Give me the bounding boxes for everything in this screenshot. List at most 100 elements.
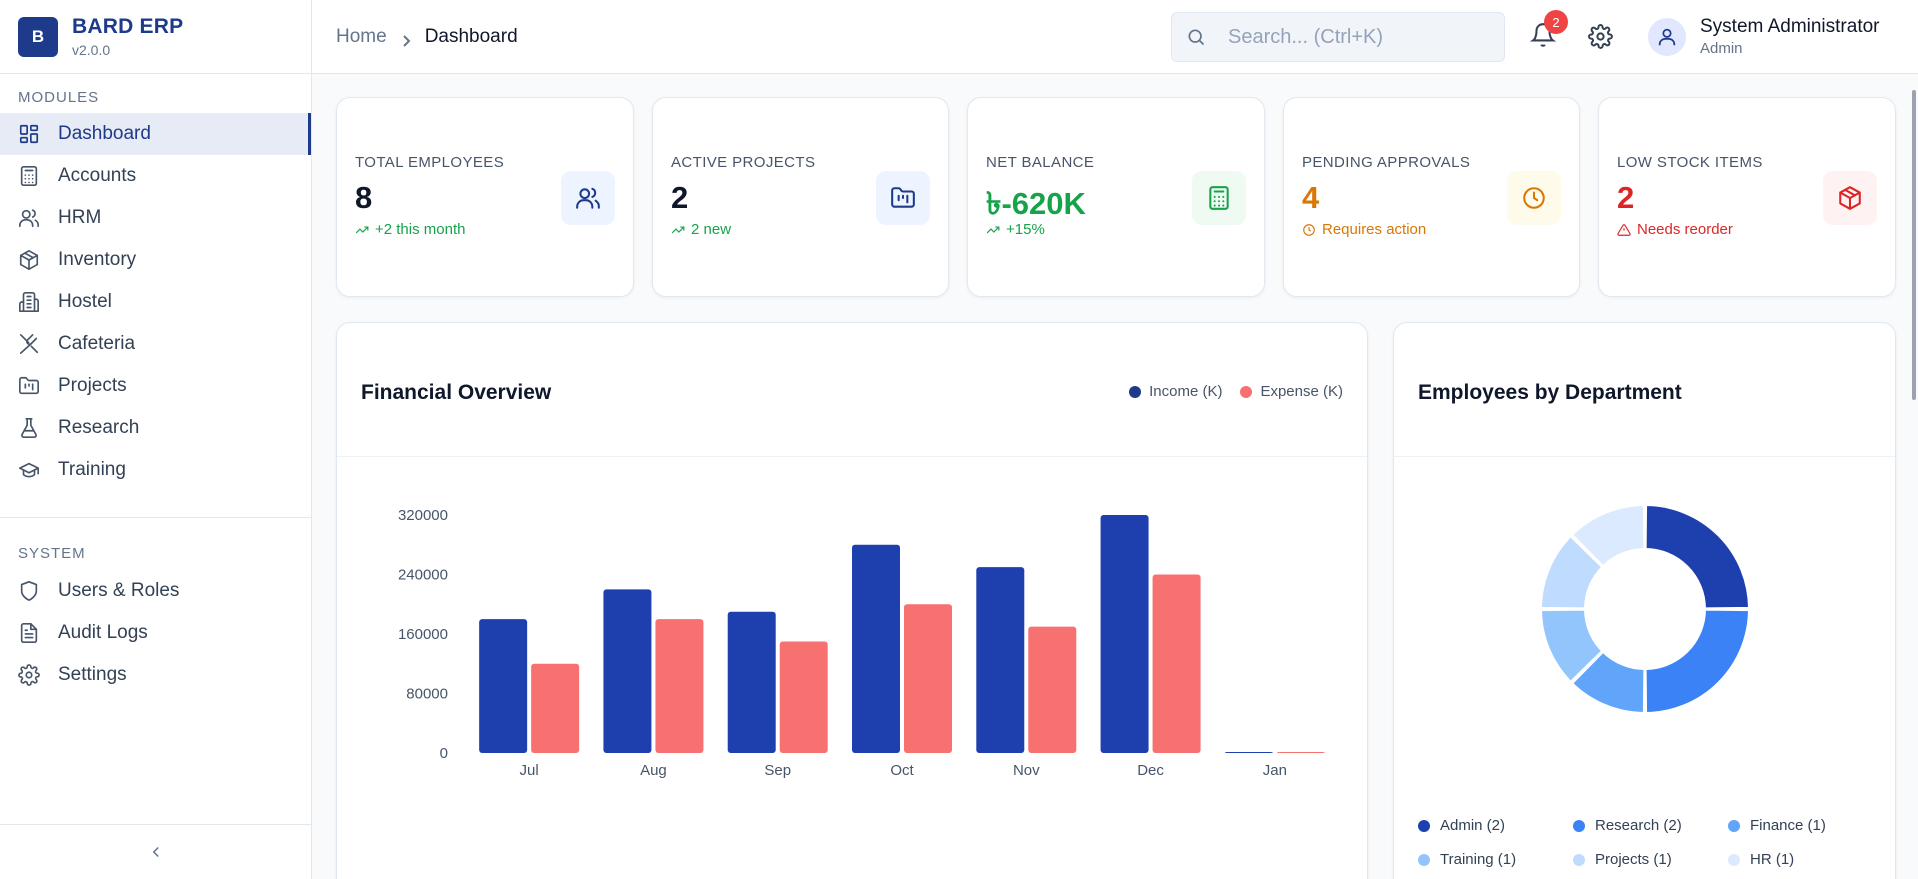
brand: B BARD ERP v2.0.0 xyxy=(0,0,311,74)
stat-sub: +2 this month xyxy=(355,221,465,238)
breadcrumb-home-link[interactable]: Home xyxy=(336,26,387,47)
scrollbar-thumb[interactable] xyxy=(1912,90,1916,400)
sidebar-item-dashboard[interactable]: Dashboard xyxy=(0,113,311,155)
stat-sub: +15% xyxy=(986,221,1045,238)
modules-section-title: MODULES xyxy=(18,89,100,106)
bar-income[interactable] xyxy=(727,611,776,753)
donut-slice[interactable] xyxy=(1644,503,1751,610)
legend-item[interactable]: Projects (1) xyxy=(1573,851,1672,868)
legend-item[interactable]: Research (2) xyxy=(1573,817,1682,834)
donut-slice[interactable] xyxy=(1539,608,1604,684)
top-header: Home Dashboard 2 System Administrator Ad… xyxy=(312,0,1918,74)
donut-slice[interactable] xyxy=(1570,650,1646,715)
shield-icon xyxy=(18,580,40,602)
bar-income[interactable] xyxy=(603,589,652,753)
legend-item[interactable]: Finance (1) xyxy=(1728,817,1826,834)
donut-slice[interactable] xyxy=(1570,503,1646,568)
stat-label: TOTAL EMPLOYEES xyxy=(355,154,505,171)
sidebar-item-label: Accounts xyxy=(58,165,137,186)
stat-icon-box xyxy=(1507,171,1561,225)
stat-sub: Requires action xyxy=(1302,221,1426,238)
stat-card-low-stock-items: LOW STOCK ITEMS 2 Needs reorder xyxy=(1598,97,1896,297)
x-tick-label: Dec xyxy=(1137,762,1164,779)
collapse-sidebar-button[interactable] xyxy=(145,841,167,863)
legend-label: Research (2) xyxy=(1595,817,1682,834)
legend-item-income[interactable]: Income (K) xyxy=(1129,383,1222,400)
settings-button[interactable] xyxy=(1588,24,1614,50)
gear-icon xyxy=(18,664,40,686)
panel-title: Employees by Department xyxy=(1418,381,1682,404)
graduation-cap-icon xyxy=(18,459,40,481)
building-icon xyxy=(18,291,40,313)
legend-item[interactable]: HR (1) xyxy=(1728,851,1794,868)
search-box[interactable] xyxy=(1171,12,1505,62)
sidebar: B BARD ERP v2.0.0 MODULES Dashboard Acco… xyxy=(0,0,312,879)
sidebar-item-training[interactable]: Training xyxy=(0,449,311,491)
panel-title: Financial Overview xyxy=(361,381,552,404)
sidebar-item-cafeteria[interactable]: Cafeteria xyxy=(0,323,311,365)
sidebar-item-label: Dashboard xyxy=(58,123,151,144)
legend-dot xyxy=(1573,853,1585,866)
brand-logo[interactable]: B xyxy=(18,16,58,57)
bar-expense[interactable] xyxy=(655,619,704,753)
donut-slice[interactable] xyxy=(1644,608,1751,715)
flask-icon xyxy=(18,417,40,439)
stat-card-pending-approvals: PENDING APPROVALS 4 Requires action xyxy=(1283,97,1580,297)
bar-income[interactable] xyxy=(852,544,900,753)
alert-triangle-icon xyxy=(1617,223,1631,236)
sidebar-item-inventory[interactable]: Inventory xyxy=(0,239,311,281)
sidebar-item-hrm[interactable]: HRM xyxy=(0,197,311,239)
stat-sub-text: Needs reorder xyxy=(1637,221,1733,238)
bar-income[interactable] xyxy=(1100,515,1149,753)
legend-item[interactable]: Admin (2) xyxy=(1418,817,1505,834)
bar-expense[interactable] xyxy=(1152,574,1201,754)
legend-label: Projects (1) xyxy=(1595,851,1672,868)
system-section-title: SYSTEM xyxy=(18,545,86,562)
bar-expense[interactable] xyxy=(779,641,828,753)
y-tick-label: 320000 xyxy=(398,507,448,524)
user-name: System Administrator xyxy=(1700,16,1880,37)
legend-item-expense[interactable]: Expense (K) xyxy=(1240,383,1343,400)
panel-divider xyxy=(337,456,1367,457)
sidebar-item-users-roles[interactable]: Users & Roles xyxy=(0,570,311,612)
sidebar-item-label: Projects xyxy=(58,375,127,396)
brand-name: BARD ERP xyxy=(72,15,184,38)
bar-expense[interactable] xyxy=(1276,752,1325,753)
stat-sub: 2 new xyxy=(671,221,731,238)
clock-icon xyxy=(1303,223,1315,236)
sidebar-item-accounts[interactable]: Accounts xyxy=(0,155,311,197)
bar-expense[interactable] xyxy=(904,604,952,753)
bar-income[interactable] xyxy=(1224,752,1273,753)
folder-kanban-icon xyxy=(891,187,915,208)
legend-label: Training (1) xyxy=(1440,851,1517,868)
y-tick-label: 80000 xyxy=(406,686,448,703)
stat-icon-box xyxy=(1192,171,1246,225)
user-role: Admin xyxy=(1700,40,1743,57)
stat-label: PENDING APPROVALS xyxy=(1302,154,1471,171)
sidebar-item-audit-logs[interactable]: Audit Logs xyxy=(0,612,311,654)
sidebar-item-research[interactable]: Research xyxy=(0,407,311,449)
search-input[interactable] xyxy=(1228,25,1498,49)
sidebar-item-label: Research xyxy=(58,417,140,438)
chevron-left-icon xyxy=(152,846,159,858)
x-tick-label: Oct xyxy=(890,762,914,779)
bar-expense[interactable] xyxy=(1028,626,1077,753)
sidebar-item-hostel[interactable]: Hostel xyxy=(0,281,311,323)
x-tick-label: Nov xyxy=(1013,762,1040,779)
avatar xyxy=(1648,17,1686,56)
sidebar-item-projects[interactable]: Projects xyxy=(0,365,311,407)
breadcrumb-current: Dashboard xyxy=(424,26,518,47)
file-text-icon xyxy=(18,622,40,644)
user-menu[interactable]: System Administrator Admin xyxy=(1648,16,1880,57)
bar-expense[interactable] xyxy=(531,663,580,753)
legend-item[interactable]: Training (1) xyxy=(1418,851,1516,868)
bar-income[interactable] xyxy=(976,567,1025,753)
sidebar-item-label: Training xyxy=(58,459,126,480)
main-scrollbar[interactable] xyxy=(1910,74,1918,879)
stat-value: 2 xyxy=(671,180,689,215)
donut-slice[interactable] xyxy=(1539,534,1604,610)
stat-sub-text: +15% xyxy=(1006,221,1045,238)
sidebar-divider xyxy=(0,517,311,518)
bar-income[interactable] xyxy=(479,619,528,753)
sidebar-item-settings[interactable]: Settings xyxy=(0,654,311,696)
